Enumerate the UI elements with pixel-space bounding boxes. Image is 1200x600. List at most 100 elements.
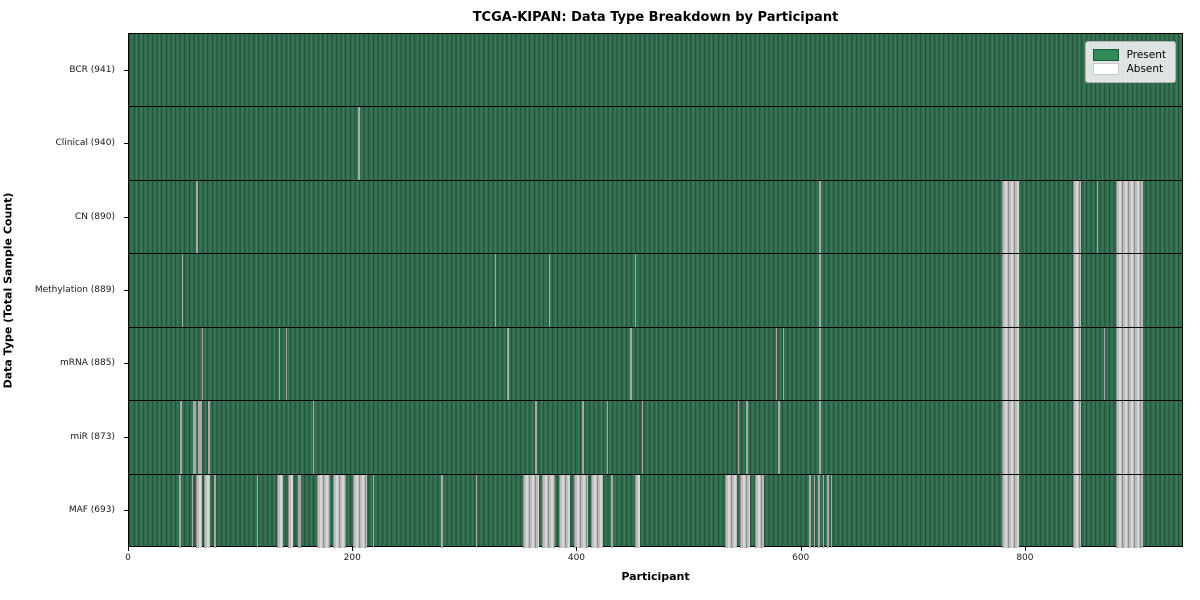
absent-stripe (332, 474, 347, 548)
x-tick-label-400: 400 (567, 553, 586, 563)
legend-label-absent: Absent (1126, 63, 1164, 75)
absent-stripe (574, 474, 588, 548)
y-tick-label-miR: miR (873) (70, 431, 115, 442)
absent-stripe (312, 401, 315, 474)
y-tick-label-Methylation: Methylation (889) (34, 285, 115, 295)
absent-stripe (582, 401, 584, 474)
absent-stripe (372, 474, 375, 548)
absent-stripe (830, 474, 833, 548)
absent-stripe (179, 474, 181, 548)
absent-stripe (819, 254, 821, 327)
x-tick-label-0: 0 (125, 553, 131, 563)
absent-stripe (214, 474, 216, 548)
absent-stripe (535, 401, 537, 474)
absent-stripe (1001, 327, 1019, 401)
absent-stripe (1073, 401, 1082, 474)
y-tick-label-MAF: MAF (693) (68, 505, 115, 516)
absent-stripe (441, 474, 444, 548)
x-tick-mark (800, 547, 802, 551)
x-tick-label-800: 800 (1016, 553, 1034, 563)
absent-stripe (203, 474, 210, 548)
data-row-mRNA (129, 327, 1182, 402)
data-row-CN (129, 180, 1182, 255)
y-tick-label-mRNA: mRNA (885) (60, 358, 115, 369)
x-tick-mark (128, 547, 129, 551)
absent-stripe (1103, 327, 1106, 401)
absent-stripe (819, 327, 821, 401)
data-row-MAF (129, 474, 1182, 548)
y-tick-mark (124, 69, 128, 71)
absent-stripe (745, 401, 748, 474)
absent-stripe (1115, 401, 1143, 474)
absent-stripe (1073, 254, 1082, 327)
absent-stripe (782, 327, 784, 401)
data-row-BCR (129, 34, 1182, 108)
absent-stripe (818, 474, 820, 548)
absent-stripe (198, 401, 202, 474)
absent-stripe (634, 474, 641, 548)
absent-stripe (285, 327, 288, 401)
absent-stripe (591, 474, 604, 548)
absent-stripe (558, 474, 570, 548)
absent-stripe (1001, 474, 1019, 548)
chart-title: TCGA-KIPAN: Data Type Breakdown by Parti… (472, 10, 839, 25)
absent-stripe (775, 327, 778, 401)
absent-stripe (1073, 327, 1082, 401)
x-tick-mark (576, 547, 578, 551)
absent-stripe (297, 474, 302, 548)
absent-stripe (1115, 474, 1143, 548)
absent-stripe (278, 327, 281, 401)
x-tick-label-200: 200 (343, 553, 361, 563)
absent-stripe (819, 180, 821, 254)
absent-stripe (494, 254, 497, 327)
absent-stripe (1001, 254, 1019, 327)
x-tick-label-600: 600 (792, 553, 810, 563)
absent-stripe (606, 401, 609, 474)
absent-stripe (180, 401, 182, 474)
x-tick-mark (352, 547, 354, 551)
y-tick-label-CN: CN (890) (74, 211, 115, 222)
absent-stripe (641, 401, 643, 474)
y-tick-mark (124, 290, 128, 291)
absent-stripe (737, 401, 740, 474)
absent-stripe (208, 401, 210, 474)
absent-stripe (316, 474, 331, 548)
absent-stripe (630, 327, 632, 401)
legend-label-present: Present (1126, 49, 1166, 61)
absent-stripe (819, 401, 821, 474)
y-tick-mark (124, 216, 128, 218)
absent-stripe (1115, 327, 1143, 401)
absent-stripe (1001, 180, 1019, 254)
absent-stripe (256, 474, 259, 548)
absent-stripe (1001, 401, 1019, 474)
absent-stripe (1115, 180, 1143, 254)
legend-entry-absent: Absent (1092, 63, 1166, 75)
absent-stripe (548, 254, 551, 327)
absent-stripe (1073, 180, 1082, 254)
absent-stripe (196, 474, 202, 548)
absent-stripe (1115, 254, 1143, 327)
absent-stripe (809, 474, 811, 548)
legend-entry-present: Present (1092, 49, 1166, 61)
absent-stripe (191, 474, 194, 548)
absent-stripe (822, 474, 825, 548)
absent-stripe (739, 474, 751, 548)
absent-stripe (1073, 474, 1082, 548)
absent-stripe (541, 474, 556, 548)
absent-stripe (522, 474, 539, 548)
absent-stripe (287, 474, 294, 548)
absent-stripe (475, 474, 478, 548)
y-tick-mark (124, 510, 128, 512)
y-tick-mark (124, 143, 128, 145)
data-row-Clinical (129, 107, 1182, 181)
absent-stripe (1096, 180, 1099, 254)
absent-stripe (181, 254, 184, 327)
absent-stripe (196, 180, 198, 254)
legend-swatch-absent (1092, 63, 1119, 75)
absent-stripe (813, 474, 816, 548)
x-tick-mark (1024, 547, 1026, 551)
absent-stripe (192, 401, 197, 474)
y-tick-label-Clinical: Clinical (940) (55, 138, 115, 149)
absent-stripe (827, 474, 829, 548)
